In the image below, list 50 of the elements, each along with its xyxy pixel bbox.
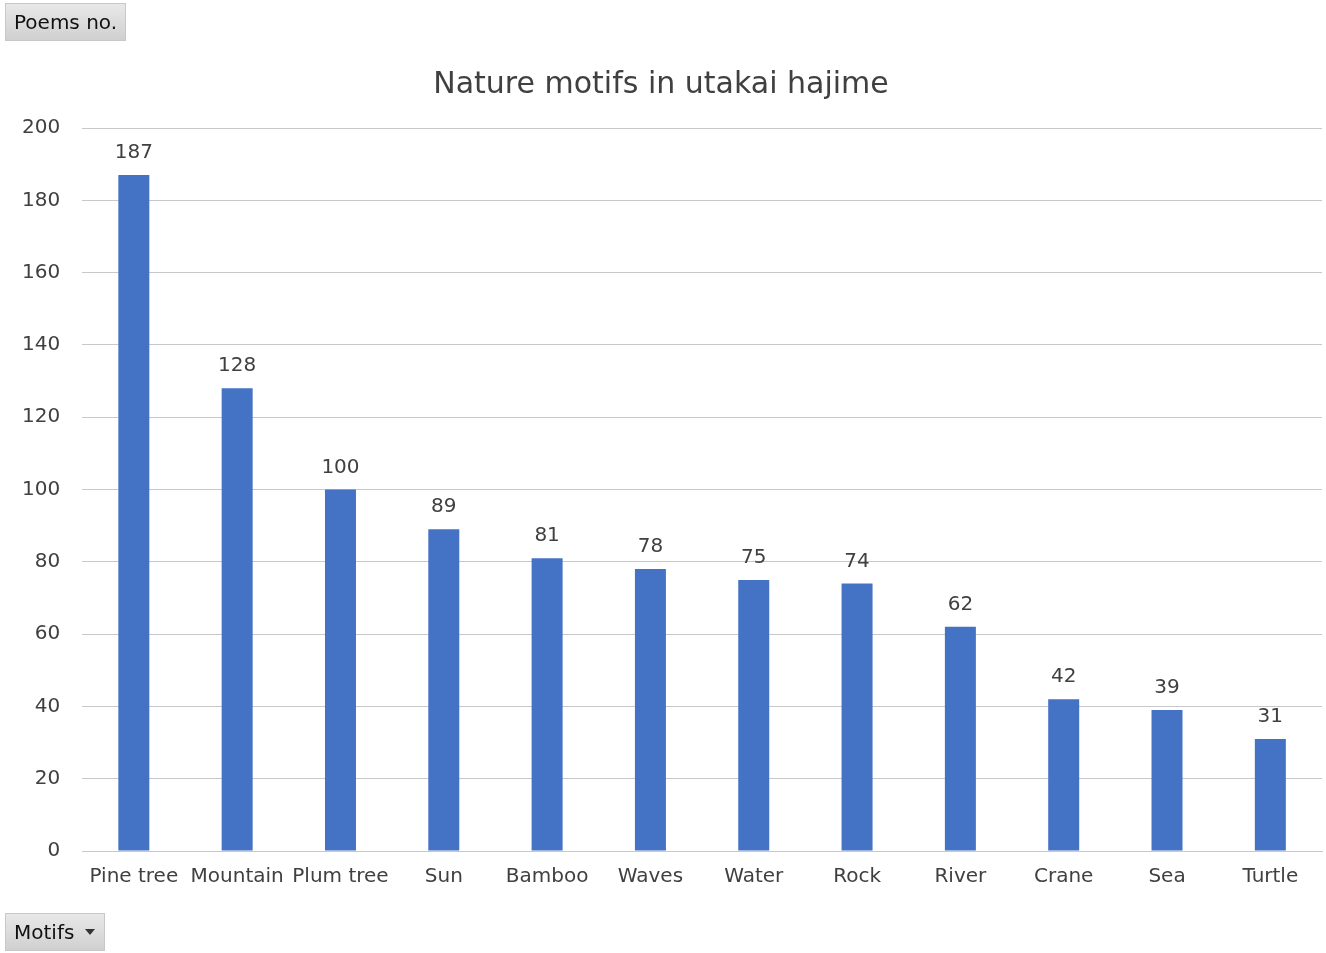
data-label: 89 <box>431 493 457 518</box>
x-tick-label: River <box>934 863 988 888</box>
x-tick-label: Mountain <box>190 863 284 888</box>
x-tick-label: Rock <box>833 863 882 888</box>
x-tick-label: Water <box>724 863 785 888</box>
chart-title: Nature motifs in utakai hajime <box>433 64 889 100</box>
bar <box>1254 738 1286 851</box>
data-label: 62 <box>947 591 974 616</box>
y-tick-label: 20 <box>34 764 61 789</box>
y-tick-label: 200 <box>21 114 61 139</box>
y-tick-label: 160 <box>21 258 61 283</box>
y-tick-label: 140 <box>21 331 61 356</box>
bar <box>944 626 976 851</box>
data-label: 74 <box>844 547 870 572</box>
bar <box>1048 699 1080 851</box>
bar <box>531 558 563 851</box>
data-label: 75 <box>741 544 767 569</box>
x-tick-label: Bamboo <box>505 863 589 888</box>
y-tick-label: 40 <box>34 692 61 717</box>
data-label: 78 <box>637 533 664 558</box>
data-label: 128 <box>218 352 257 377</box>
x-tick-label: Waves <box>617 863 684 888</box>
bar <box>1151 710 1183 851</box>
y-tick-label: 100 <box>21 475 61 500</box>
data-label: 81 <box>534 522 560 547</box>
bar <box>428 529 460 851</box>
y-axis-title: Poems no. <box>5 3 127 41</box>
bar <box>841 583 873 851</box>
x-tick-label: Crane <box>1033 863 1094 888</box>
data-label: 31 <box>1257 703 1284 728</box>
x-tick-label: Sun <box>424 863 463 888</box>
bar <box>738 579 770 851</box>
x-tick-label: Turtle <box>1241 863 1299 888</box>
bar <box>118 175 150 851</box>
data-label: 42 <box>1050 663 1077 688</box>
x-tick-label: Pine tree <box>89 863 179 888</box>
x-tick-label: Plum tree <box>292 863 389 888</box>
y-tick-label: 180 <box>21 186 61 211</box>
x-axis-title: Motifs <box>14 920 75 944</box>
y-tick-label: 0 <box>47 837 61 862</box>
y-tick-label: 80 <box>34 548 61 572</box>
data-label: 100 <box>321 453 360 478</box>
data-label: 187 <box>114 139 153 164</box>
bar <box>324 489 356 851</box>
bar <box>634 569 666 851</box>
y-tick-label: 120 <box>21 403 61 428</box>
data-label: 39 <box>1154 674 1180 699</box>
x-tick-label: Sea <box>1148 863 1186 888</box>
bar <box>221 388 253 851</box>
y-tick-label: 60 <box>34 620 61 645</box>
